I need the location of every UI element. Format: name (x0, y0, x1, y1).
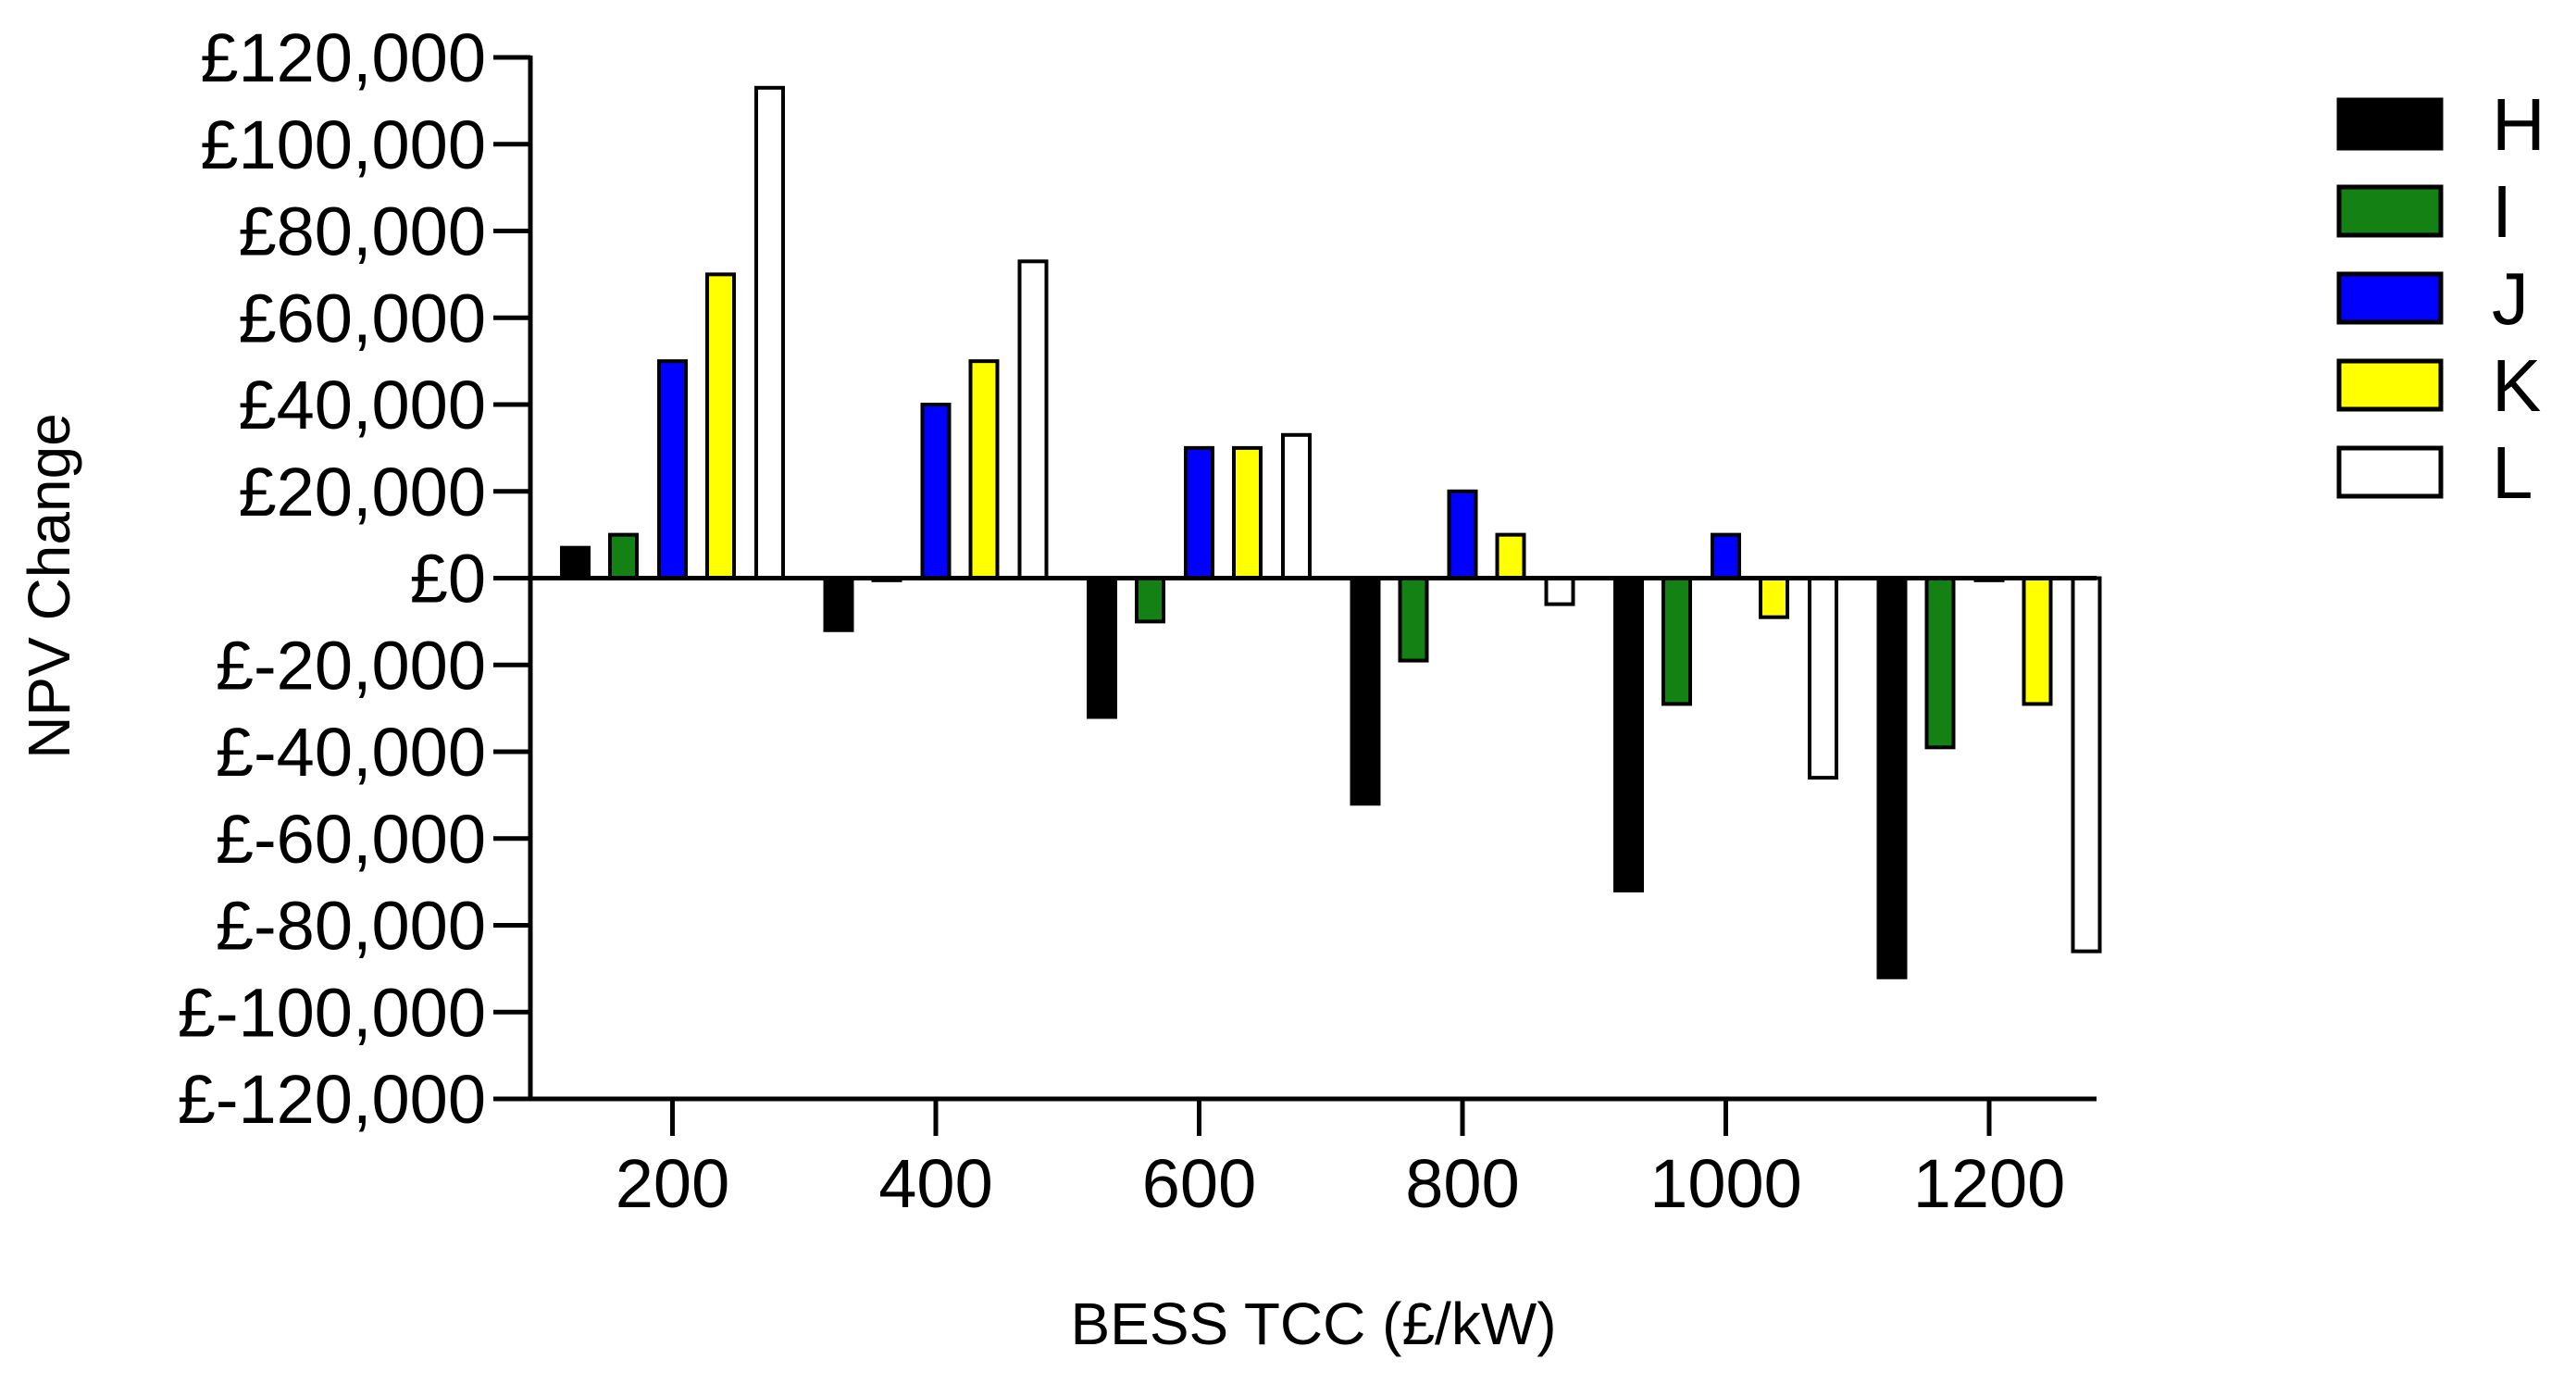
y-tick-label: £20,000 (239, 454, 487, 530)
bar-j-1000 (1711, 532, 1741, 580)
y-tick-label: £0 (410, 541, 486, 617)
bar-h-600 (1087, 576, 1117, 719)
legend-swatch-l (2336, 445, 2444, 499)
bar-k-400 (968, 359, 1000, 580)
bar-i-1200 (1924, 576, 1956, 750)
bar-j-400 (920, 403, 952, 580)
y-tick-label: £40,000 (239, 367, 487, 443)
y-tick-label: £100,000 (200, 106, 486, 183)
bar-k-1200 (2022, 576, 2053, 706)
y-tick-label: £-20,000 (216, 627, 486, 704)
x-tick-label: 800 (1405, 1145, 1519, 1222)
bar-h-1200 (1876, 576, 1908, 979)
bar-l-1200 (2071, 576, 2102, 954)
bar-k-1000 (1759, 576, 1789, 619)
x-axis-ticks: 200 400 600 800 1000 1200 (616, 1099, 2066, 1222)
y-tick-label: £-100,000 (178, 974, 486, 1051)
bar-h-400 (823, 576, 854, 632)
x-tick-label: 1200 (1913, 1145, 2066, 1222)
bar-h-1000 (1613, 576, 1644, 892)
bar-k-800 (1495, 532, 1526, 580)
legend-swatch-j (2336, 271, 2444, 325)
y-tick-label: £-80,000 (216, 888, 486, 965)
legend-label-h: H (2492, 83, 2545, 166)
bar-l-400 (1017, 259, 1049, 580)
bar-j-800 (1447, 489, 1478, 580)
bar-l-600 (1281, 432, 1312, 580)
y-axis-ticks: £120,000 £100,000 £80,000 £60,000 £40,000 £20… (178, 19, 530, 1138)
bar-j-600 (1184, 445, 1214, 580)
y-tick-label: £120,000 (200, 19, 486, 96)
legend-swatch-h (2336, 97, 2444, 151)
bar-i-200 (608, 532, 639, 580)
bar-l-800 (1544, 576, 1575, 606)
legend-label-i: I (2492, 170, 2512, 253)
x-axis-label: BESS TCC (£/kW) (1070, 1290, 1556, 1357)
x-tick-label: 600 (1142, 1145, 1256, 1222)
legend-swatch-k (2336, 358, 2444, 412)
bar-j-200 (657, 359, 688, 580)
bars (560, 85, 2102, 979)
y-tick-label: £60,000 (239, 280, 487, 356)
legend-label-k: K (2492, 344, 2541, 427)
y-tick-label: £-40,000 (216, 714, 486, 791)
y-tick-label: £-60,000 (216, 801, 486, 878)
bar-h-800 (1350, 576, 1381, 806)
x-tick-label: 1000 (1649, 1145, 1802, 1222)
bar-i-800 (1398, 576, 1429, 663)
bar-i-1000 (1661, 576, 1692, 706)
bar-l-200 (754, 85, 785, 580)
x-tick-label: 200 (616, 1145, 729, 1222)
x-tick-label: 400 (878, 1145, 992, 1222)
bar-l-1000 (1808, 576, 1838, 780)
y-axis-label: NPV Change (16, 413, 82, 759)
bar-k-200 (705, 272, 736, 580)
bar-k-600 (1232, 445, 1263, 580)
legend-swatch-i (2336, 184, 2444, 238)
legend-label-j: J (2492, 257, 2529, 340)
bar-h-200 (560, 545, 591, 580)
y-tick-label: £-120,000 (178, 1061, 486, 1138)
bar-i-600 (1135, 576, 1165, 624)
y-tick-label: £80,000 (239, 193, 487, 270)
legend-label-l: L (2492, 431, 2533, 514)
